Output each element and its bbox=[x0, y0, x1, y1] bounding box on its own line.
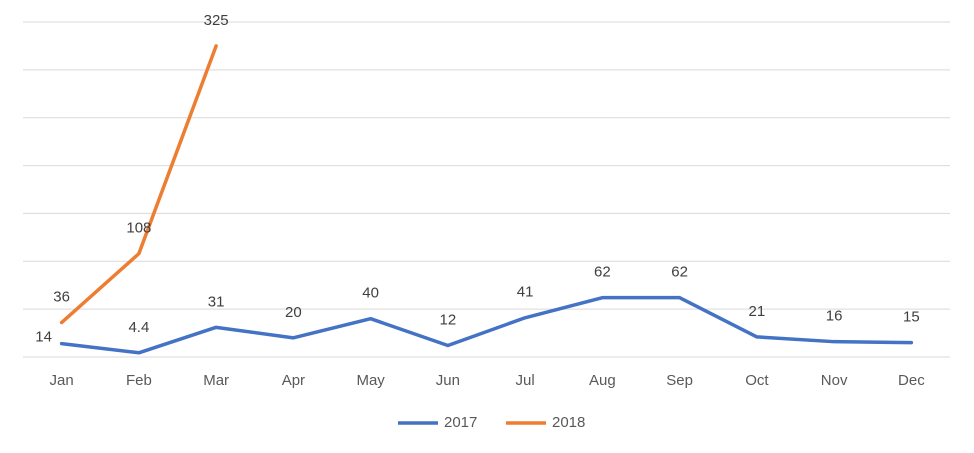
series-line bbox=[59, 44, 218, 325]
data-label: 16 bbox=[826, 308, 843, 325]
x-tick-label: Jun bbox=[436, 372, 460, 389]
data-label: 41 bbox=[517, 284, 534, 301]
x-tick-label: Sep bbox=[666, 372, 693, 389]
data-label: 12 bbox=[440, 311, 457, 328]
data-label: 40 bbox=[362, 285, 379, 302]
x-tick-label: Nov bbox=[821, 372, 848, 389]
x-tick-label: Jan bbox=[50, 372, 74, 389]
data-label: 31 bbox=[208, 293, 225, 310]
x-tick-label: Dec bbox=[898, 372, 925, 389]
data-label: 62 bbox=[671, 264, 688, 281]
data-label: 15 bbox=[903, 309, 920, 326]
x-tick-label: May bbox=[356, 372, 385, 389]
data-label: 62 bbox=[594, 264, 611, 281]
x-tick-label: Feb bbox=[126, 372, 152, 389]
data-label: 21 bbox=[749, 303, 766, 320]
legend-label: 2018 bbox=[552, 414, 585, 431]
legend-label: 2017 bbox=[444, 414, 477, 431]
data-label: 4.4 bbox=[128, 319, 149, 336]
x-tick-label: Apr bbox=[282, 372, 305, 389]
data-label: 36 bbox=[53, 289, 70, 306]
x-tick-label: Oct bbox=[745, 372, 769, 389]
x-tick-label: Aug bbox=[589, 372, 616, 389]
data-label: 325 bbox=[204, 12, 229, 29]
x-tick-label: Mar bbox=[203, 372, 229, 389]
series-line bbox=[59, 295, 914, 355]
data-label: 108 bbox=[126, 220, 151, 237]
x-tick-label: Jul bbox=[516, 372, 535, 389]
data-label: 20 bbox=[285, 304, 302, 321]
data-label: 14 bbox=[35, 329, 52, 346]
